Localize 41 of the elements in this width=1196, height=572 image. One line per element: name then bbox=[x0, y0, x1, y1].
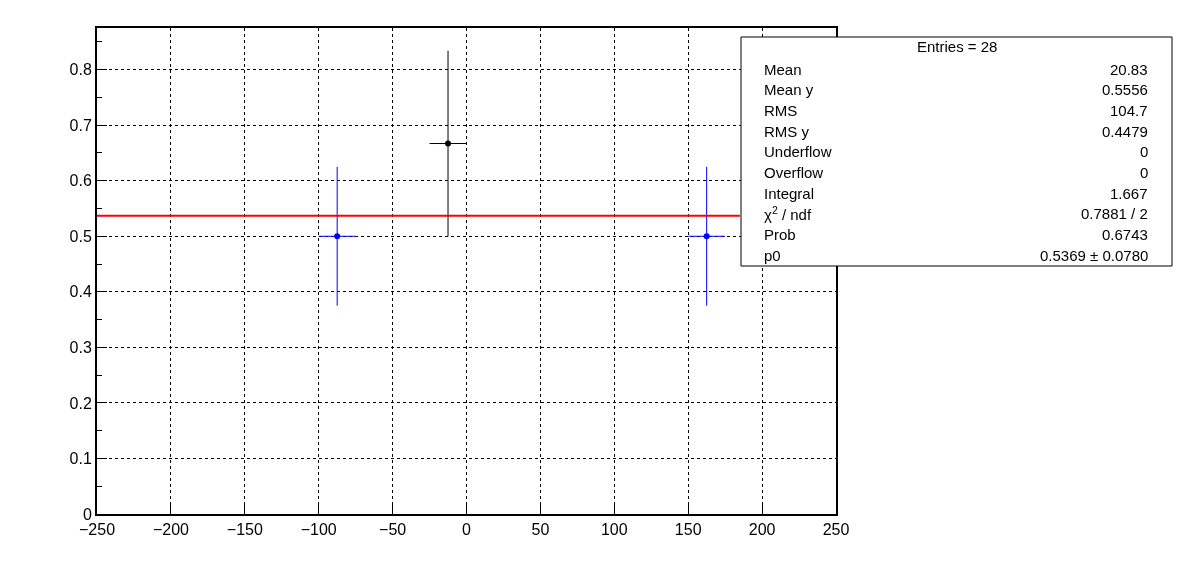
x-tick-label: 50 bbox=[531, 521, 550, 539]
y-tick-label: 0.5 bbox=[69, 227, 92, 245]
x-tick-label: −150 bbox=[226, 521, 263, 539]
text: Entries = 28 bbox=[917, 38, 998, 55]
x-tick-label: 150 bbox=[674, 521, 702, 539]
annotation: RMS y bbox=[764, 123, 810, 140]
y-tick-label: 0.8 bbox=[69, 61, 92, 79]
annotation: RMS bbox=[764, 102, 798, 119]
text: 104.7 bbox=[1110, 102, 1148, 119]
text: 1.667 bbox=[1110, 185, 1148, 202]
text: 20.83 bbox=[1110, 61, 1148, 78]
y-tick-label: 0.3 bbox=[69, 338, 92, 356]
y-tick-label: 0.1 bbox=[69, 450, 92, 468]
x-tick-label: 0 bbox=[462, 521, 472, 539]
text: 0.5369 ± 0.0780 bbox=[1040, 247, 1149, 264]
x-tick-label: −100 bbox=[300, 521, 337, 539]
text: 0 bbox=[1140, 143, 1149, 160]
x-tick-label: −50 bbox=[379, 521, 407, 539]
x-tick-label: 250 bbox=[822, 521, 850, 539]
text: 0.6743 bbox=[1102, 226, 1148, 243]
text: 0.7881 / 2 bbox=[1081, 205, 1148, 222]
y-tick-label: 0.2 bbox=[69, 394, 92, 412]
annotation: χ$^{2}$ / ndf bbox=[764, 204, 812, 224]
x-tick-label: −250 bbox=[78, 521, 116, 539]
x-tick-label: −200 bbox=[152, 521, 190, 539]
annotation: Underflow bbox=[764, 143, 832, 160]
annotation: Integral bbox=[764, 185, 815, 202]
y-tick-label: 0 bbox=[82, 505, 92, 523]
y-tick-label: 0.4 bbox=[69, 283, 92, 301]
x-tick-label: 200 bbox=[748, 521, 776, 539]
annotation: Mean y bbox=[764, 81, 814, 98]
text: 0.5556 bbox=[1102, 81, 1148, 98]
text: 0.4479 bbox=[1102, 123, 1148, 140]
y-tick-label: 0.6 bbox=[69, 172, 92, 190]
annotation: Prob bbox=[764, 226, 796, 243]
text: 0 bbox=[1140, 164, 1149, 181]
y-tick-label: 0.7 bbox=[69, 116, 92, 134]
annotation: p0 bbox=[764, 247, 781, 264]
annotation: Mean bbox=[764, 61, 802, 78]
annotation: Overflow bbox=[764, 164, 824, 181]
x-tick-label: 100 bbox=[600, 521, 628, 539]
